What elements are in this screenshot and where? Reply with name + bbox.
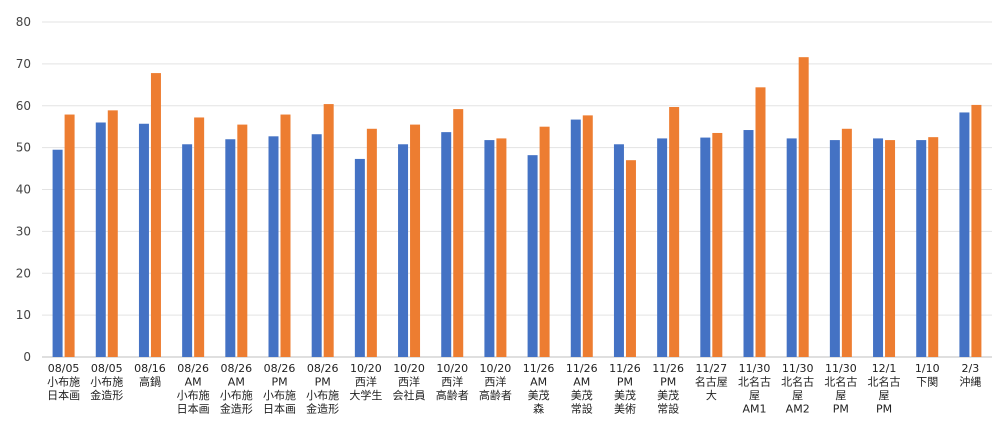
bar-series-2	[107, 110, 118, 357]
x-axis: 08/05 小布施日本画 08/05 小布施金造形 08/16 高鍋 08/26 AM 小布施日…	[47, 362, 981, 416]
bar-series-2	[885, 140, 896, 357]
bar-series-1	[311, 134, 322, 357]
y-tick-label: 30	[16, 224, 31, 238]
bar-series-1	[613, 144, 624, 357]
x-tick-label: 11/30 北名古屋 PM	[824, 362, 857, 416]
bar-series-1	[138, 123, 149, 357]
bar-series-2	[280, 114, 291, 357]
bar-series-2	[798, 57, 809, 358]
bar-series-2	[453, 109, 464, 357]
bar-series-1	[916, 140, 927, 357]
bar-series-2	[366, 128, 377, 357]
x-tick-label: 10/20 西洋高齢者	[479, 362, 512, 402]
bar-series-1	[225, 139, 236, 357]
bar-series-1	[441, 132, 452, 357]
bar-series-2	[755, 87, 766, 357]
x-tick-label: 08/16 高鍋	[134, 362, 166, 389]
bar-series-2	[971, 104, 982, 357]
bar-series-1	[873, 138, 884, 357]
x-tick-label: 11/26 AM 美茂常設	[566, 362, 598, 416]
x-tick-label: 08/05 小布施日本画	[47, 362, 80, 402]
y-tick-label: 80	[16, 15, 31, 29]
bar-series-1	[354, 158, 365, 357]
bar-series-1	[527, 155, 538, 357]
y-axis: 0 10 20 30 40 50 60 70 80	[16, 15, 31, 364]
bar-series-2	[496, 138, 507, 357]
bar-series-2	[323, 104, 334, 357]
bar-series-2	[582, 115, 593, 357]
bar-series-2	[64, 114, 75, 357]
bar-series-1	[829, 140, 840, 357]
bar-series-2	[194, 117, 205, 357]
bars	[52, 57, 982, 358]
y-tick-label: 20	[16, 266, 31, 280]
y-tick-label: 0	[23, 350, 31, 364]
bar-series-1	[700, 137, 711, 357]
x-tick-label: 1/10 下関	[915, 362, 940, 389]
x-tick-label: 2/3 沖縄	[959, 362, 981, 389]
x-tick-label: 11/26 AM 美茂森	[523, 362, 555, 416]
x-tick-label: 11/30 北名古屋 AM2	[781, 362, 814, 416]
bar-series-2	[712, 132, 723, 357]
bar-series-1	[657, 138, 668, 357]
x-tick-label: 08/26 PM 小布施日本画	[263, 362, 296, 416]
x-tick-label: 08/26 AM 小布施日本画	[177, 362, 210, 416]
y-tick-label: 50	[16, 141, 31, 155]
x-tick-label: 11/26 PM 美茂常設	[652, 362, 684, 416]
x-tick-label: 11/26 PM 美茂美術	[609, 362, 641, 416]
x-tick-label: 08/05 小布施金造形	[90, 362, 123, 402]
bar-series-1	[570, 119, 581, 357]
bar-series-1	[959, 112, 970, 357]
bar-series-1	[95, 122, 106, 357]
bar-series-2	[928, 137, 939, 357]
x-tick-label: 10/20 西洋高齢者	[436, 362, 469, 402]
bar-series-1	[52, 149, 63, 357]
x-tick-label: 10/20 西洋会社員	[393, 362, 426, 402]
y-tick-label: 10	[16, 308, 31, 322]
y-tick-label: 40	[16, 183, 31, 197]
y-tick-label: 70	[16, 57, 31, 71]
bar-series-1	[484, 140, 495, 357]
bar-series-1	[268, 136, 279, 357]
y-tick-label: 60	[16, 99, 31, 113]
x-tick-label: 12/1 北名古屋 PM	[868, 362, 901, 416]
bar-series-2	[669, 107, 680, 357]
bar-series-2	[237, 124, 248, 357]
bar-series-2	[625, 160, 636, 357]
bar-series-2	[841, 128, 852, 357]
x-tick-label: 08/26 AM 小布施金造形	[220, 362, 253, 416]
bar-series-2	[410, 124, 421, 357]
bar-series-1	[786, 138, 797, 357]
bar-series-1	[743, 130, 754, 357]
bar-series-2	[539, 126, 550, 357]
x-tick-label: 11/27 名古屋大	[695, 362, 728, 402]
x-tick-label: 10/20 西洋大学生	[349, 362, 382, 402]
bar-series-2	[150, 73, 161, 358]
x-tick-label: 08/26 PM 小布施金造形	[306, 362, 339, 416]
x-tick-label: 11/30 北名古屋 AM1	[738, 362, 771, 416]
bar-series-1	[398, 144, 409, 357]
bar-series-1	[182, 144, 193, 357]
